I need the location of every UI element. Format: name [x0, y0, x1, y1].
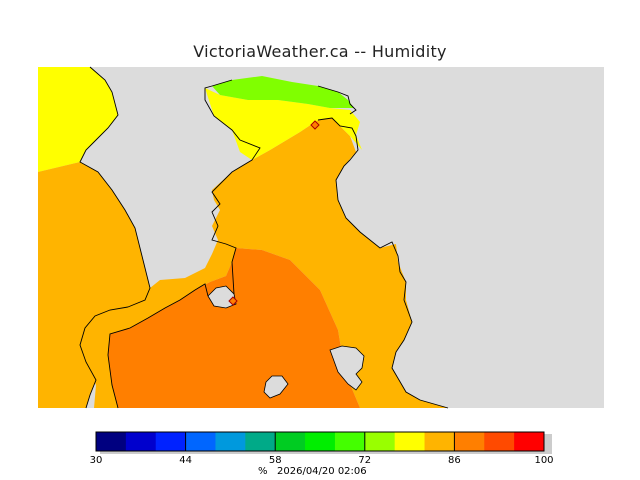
- legend-swatch: [215, 432, 246, 451]
- map-title: VictoriaWeather.ca -- Humidity: [193, 42, 447, 61]
- station-markers: [228, 120, 320, 306]
- legend-swatch: [275, 432, 306, 451]
- legend-tick-label: 100: [534, 455, 553, 466]
- legend-swatch: [424, 432, 455, 451]
- legend-ticks: 30 44 58 72 86 100: [90, 432, 554, 466]
- north-station-marker[interactable]: [310, 120, 320, 130]
- legend-swatches: [96, 432, 545, 451]
- legend-swatch: [364, 432, 396, 451]
- legend-swatch: [454, 432, 485, 451]
- legend-swatch: [484, 432, 515, 451]
- legend-swatch: [125, 432, 157, 451]
- coastline: [79, 66, 449, 409]
- legend-swatch: [245, 432, 276, 451]
- island-south: [263, 375, 289, 399]
- legend-tick-label: 30: [90, 455, 103, 466]
- islands: [207, 285, 365, 399]
- humidity-zone-darkorange: [108, 248, 360, 408]
- humidity-legend: 30 44 58 72 86 100 % 2026/04/20 02:06: [90, 431, 554, 477]
- legend-tick-label: 44: [179, 455, 192, 466]
- humidity-zone-orange-main: [80, 118, 448, 408]
- legend-swatch: [185, 432, 216, 451]
- legend-border: [95, 431, 545, 452]
- legend-swatch: [514, 432, 545, 451]
- legend-tick-label: 72: [358, 455, 371, 466]
- legend-swatch: [334, 432, 366, 451]
- legend-unit: %: [258, 466, 268, 477]
- victoria-station-marker[interactable]: [228, 296, 238, 306]
- legend-tick-label: 86: [448, 455, 461, 466]
- legend-tick-label: 58: [269, 455, 282, 466]
- legend-swatch: [155, 432, 187, 451]
- island-east: [329, 345, 365, 391]
- legend-swatch: [96, 432, 127, 451]
- humidity-zone-orange-west: [38, 162, 150, 408]
- legend-timestamp: 2026/04/20 02:06: [277, 466, 367, 477]
- humidity-zone-yellow-west: [38, 67, 118, 172]
- legend-swatch: [394, 432, 426, 451]
- legend-swatch: [305, 432, 336, 451]
- humidity-zone-green-north: [212, 76, 354, 108]
